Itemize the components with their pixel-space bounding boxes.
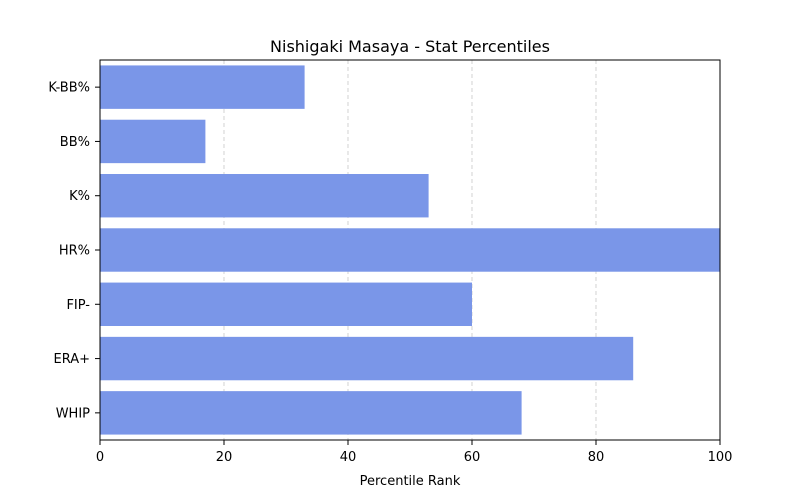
bar — [100, 336, 634, 381]
y-tick-label: BB% — [60, 135, 90, 150]
bar — [100, 119, 206, 164]
bar — [100, 282, 472, 326]
bar — [100, 228, 720, 272]
y-tick-label: WHIP — [56, 406, 90, 421]
x-axis-ticks: 0 20 40 60 80 100 — [96, 440, 733, 465]
y-tick-label: HR% — [59, 244, 90, 259]
x-tick-label: 60 — [464, 450, 481, 465]
x-tick-label: 20 — [216, 450, 233, 465]
y-axis-ticks: K-BB% BB% K% HR% FIP- ERA+ WHIP — [48, 81, 100, 421]
y-tick-label: ERA+ — [53, 352, 90, 367]
y-tick-label: K-BB% — [48, 81, 90, 96]
bars — [100, 65, 720, 435]
y-tick-label: FIP- — [66, 298, 90, 313]
x-tick-label: 100 — [708, 450, 733, 465]
bar — [100, 174, 429, 218]
bar — [100, 65, 305, 109]
chart-title: Nishigaki Masaya - Stat Percentiles — [270, 37, 550, 56]
x-tick-label: 0 — [96, 450, 104, 465]
y-tick-label: K% — [69, 189, 90, 204]
x-tick-label: 80 — [588, 450, 605, 465]
x-axis-label: Percentile Rank — [360, 474, 461, 489]
bar — [100, 391, 522, 435]
x-tick-label: 40 — [340, 450, 357, 465]
